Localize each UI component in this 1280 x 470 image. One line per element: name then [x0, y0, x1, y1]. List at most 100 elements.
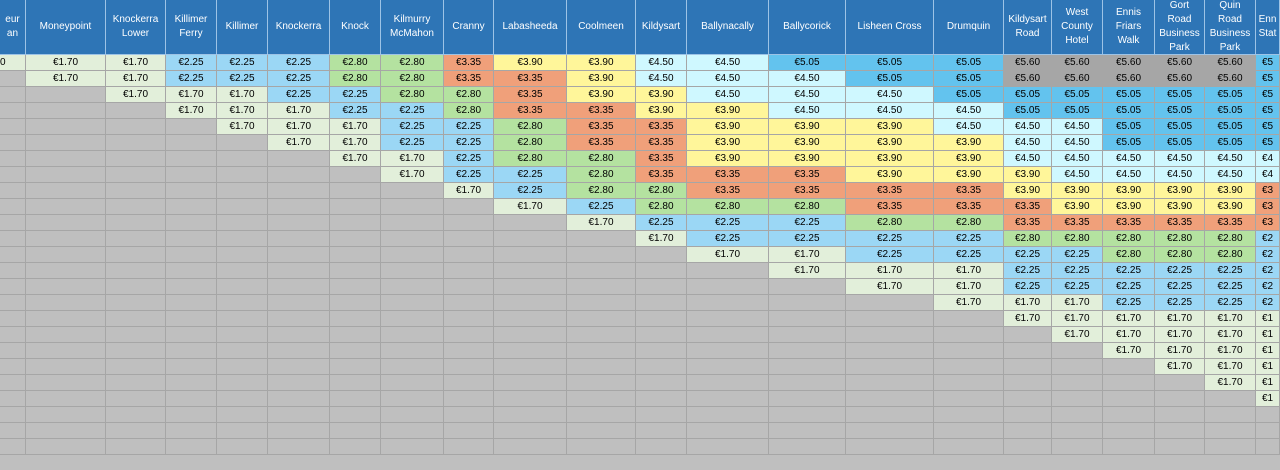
fare-cell[interactable]: €1 [1256, 343, 1280, 359]
fare-cell[interactable]: €3 [1256, 199, 1280, 215]
fare-cell[interactable] [166, 231, 217, 247]
fare-cell[interactable] [217, 391, 268, 407]
fare-cell[interactable] [687, 263, 769, 279]
fare-cell[interactable] [381, 279, 444, 295]
fare-cell[interactable]: €2.25 [1004, 263, 1052, 279]
fare-cell[interactable]: €3 [1256, 215, 1280, 231]
fare-cell[interactable] [106, 215, 166, 231]
fare-cell[interactable]: €2.25 [1052, 247, 1103, 263]
fare-cell[interactable] [0, 359, 26, 375]
fare-cell[interactable]: €4.50 [1052, 119, 1103, 135]
fare-cell[interactable] [268, 183, 330, 199]
fare-cell[interactable] [330, 183, 381, 199]
fare-cell[interactable]: €2 [1256, 263, 1280, 279]
fare-cell[interactable] [106, 103, 166, 119]
fare-cell[interactable] [26, 119, 106, 135]
fare-cell[interactable] [166, 439, 217, 455]
fare-cell[interactable] [330, 327, 381, 343]
fare-cell[interactable] [166, 311, 217, 327]
fare-cell[interactable]: €2.80 [444, 87, 494, 103]
fare-cell[interactable]: €3.90 [567, 55, 636, 71]
fare-cell[interactable] [444, 343, 494, 359]
fare-cell[interactable] [846, 343, 934, 359]
fare-cell[interactable]: €4.50 [1004, 135, 1052, 151]
fare-cell[interactable] [381, 295, 444, 311]
fare-cell[interactable]: €2.25 [769, 231, 846, 247]
fare-cell[interactable] [1103, 391, 1155, 407]
fare-cell[interactable] [268, 231, 330, 247]
fare-cell[interactable] [26, 439, 106, 455]
fare-cell[interactable] [268, 311, 330, 327]
fare-cell[interactable]: €5.05 [934, 55, 1004, 71]
fare-cell[interactable] [381, 199, 444, 215]
column-header[interactable]: Gort Road Business Park [1155, 0, 1205, 55]
fare-cell[interactable]: €2.25 [268, 87, 330, 103]
fare-cell[interactable] [166, 391, 217, 407]
fare-cell[interactable]: €2.25 [330, 103, 381, 119]
fare-cell[interactable]: €3.90 [687, 151, 769, 167]
column-header[interactable]: eur an [0, 0, 26, 55]
fare-cell[interactable]: €3.35 [687, 183, 769, 199]
fare-cell[interactable]: €2.25 [1205, 263, 1256, 279]
fare-cell[interactable]: €1 [1256, 311, 1280, 327]
fare-cell[interactable] [0, 167, 26, 183]
fare-cell[interactable] [769, 423, 846, 439]
fare-cell[interactable]: €1.70 [444, 183, 494, 199]
fare-cell[interactable] [1155, 375, 1205, 391]
fare-cell[interactable] [166, 263, 217, 279]
fare-cell[interactable] [381, 311, 444, 327]
fare-cell[interactable] [1052, 439, 1103, 455]
fare-cell[interactable] [687, 311, 769, 327]
fare-cell[interactable] [769, 343, 846, 359]
fare-cell[interactable]: €3.35 [1004, 199, 1052, 215]
fare-cell[interactable]: €2.80 [494, 119, 567, 135]
fare-cell[interactable]: €2.80 [1004, 231, 1052, 247]
fare-cell[interactable]: €3.90 [1205, 183, 1256, 199]
fare-cell[interactable] [106, 135, 166, 151]
fare-cell[interactable]: €3.35 [567, 103, 636, 119]
fare-cell[interactable] [567, 375, 636, 391]
fare-cell[interactable]: €2.25 [268, 71, 330, 87]
column-header[interactable]: Knockerra Lower [106, 0, 166, 55]
fare-cell[interactable]: €5.60 [1103, 71, 1155, 87]
fare-cell[interactable]: €3.35 [567, 119, 636, 135]
fare-cell[interactable] [494, 247, 567, 263]
fare-cell[interactable]: €3 [1256, 183, 1280, 199]
fare-cell[interactable]: €1.70 [268, 103, 330, 119]
fare-cell[interactable]: €3.90 [934, 151, 1004, 167]
fare-cell[interactable]: €1.70 [330, 119, 381, 135]
fare-cell[interactable]: €3.35 [636, 135, 687, 151]
fare-cell[interactable]: €1 [1256, 327, 1280, 343]
fare-cell[interactable]: €2.80 [567, 183, 636, 199]
fare-cell[interactable]: €1.70 [217, 103, 268, 119]
fare-cell[interactable]: €3.90 [1103, 199, 1155, 215]
fare-cell[interactable] [846, 391, 934, 407]
fare-cell[interactable]: €5.60 [1103, 55, 1155, 71]
fare-cell[interactable] [217, 167, 268, 183]
fare-cell[interactable]: €4.50 [636, 55, 687, 71]
column-header[interactable]: Coolmeen [567, 0, 636, 55]
fare-cell[interactable] [268, 375, 330, 391]
fare-cell[interactable] [268, 407, 330, 423]
fare-cell[interactable] [0, 407, 26, 423]
fare-cell[interactable] [26, 263, 106, 279]
fare-cell[interactable] [494, 423, 567, 439]
fare-cell[interactable]: €3.90 [567, 71, 636, 87]
fare-cell[interactable]: €2.25 [330, 87, 381, 103]
fare-cell[interactable]: €5.05 [934, 87, 1004, 103]
fare-cell[interactable] [330, 263, 381, 279]
fare-cell[interactable]: €4.50 [769, 87, 846, 103]
fare-cell[interactable]: €2.25 [381, 103, 444, 119]
fare-cell[interactable]: €1.70 [166, 87, 217, 103]
fare-cell[interactable] [268, 263, 330, 279]
fare-cell[interactable]: €2.80 [1103, 231, 1155, 247]
fare-cell[interactable]: €2.25 [494, 167, 567, 183]
fare-cell[interactable]: €4.50 [1103, 167, 1155, 183]
fare-cell[interactable] [166, 151, 217, 167]
fare-cell[interactable]: €2.25 [769, 215, 846, 231]
fare-cell[interactable] [26, 375, 106, 391]
fare-cell[interactable] [106, 119, 166, 135]
fare-cell[interactable]: €1.70 [268, 135, 330, 151]
fare-cell[interactable]: €2.25 [217, 71, 268, 87]
fare-cell[interactable] [217, 359, 268, 375]
